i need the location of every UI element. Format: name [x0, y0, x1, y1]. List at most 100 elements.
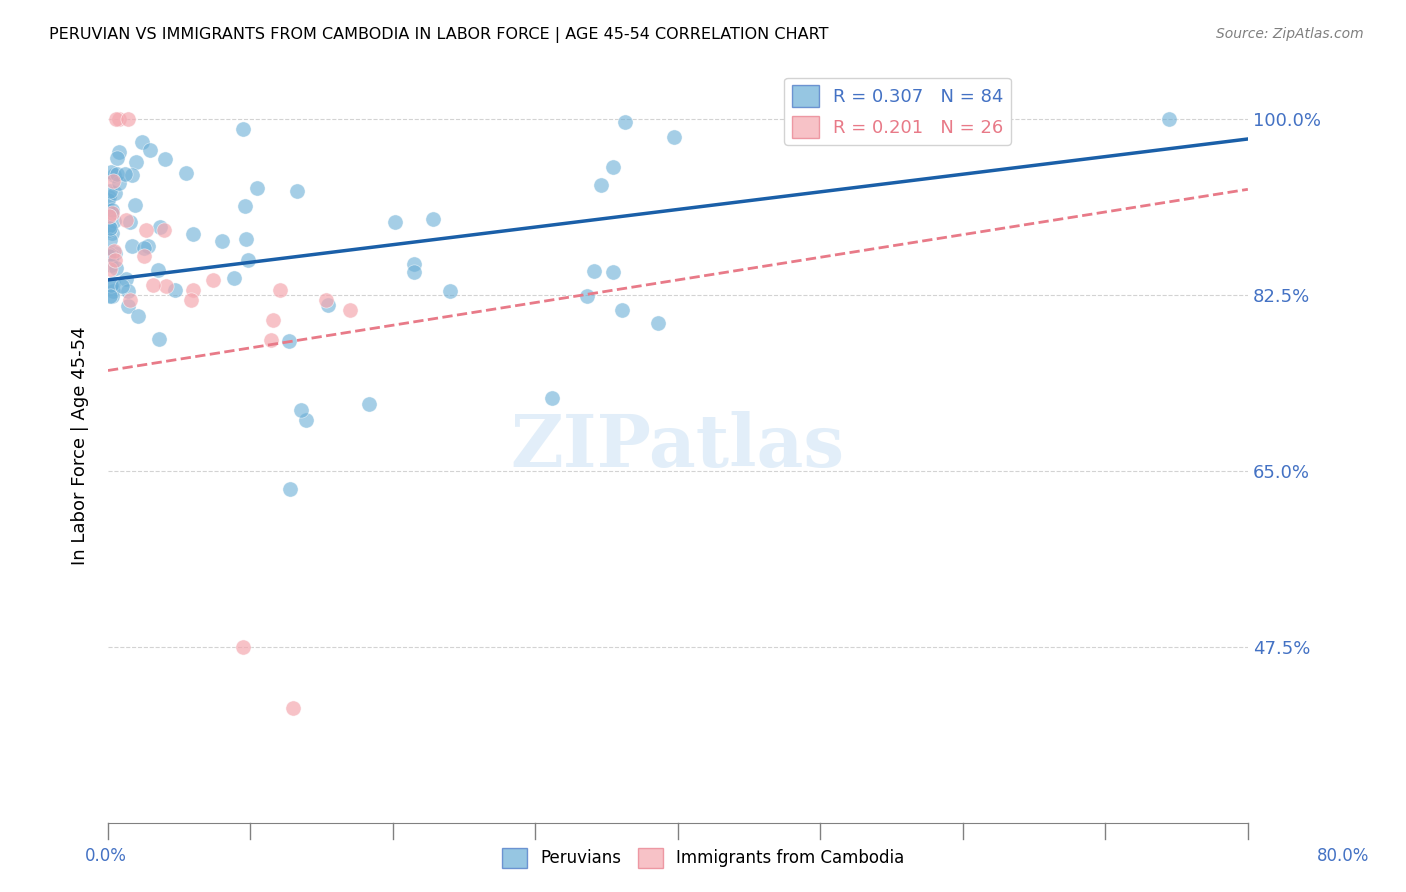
Peruvians: [124, 198, 146, 212]
Immigrants from Cambodia: [283, 700, 305, 714]
Peruvians: [101, 227, 124, 241]
Text: 80.0%: 80.0%: [1316, 847, 1369, 865]
Peruvians: [575, 289, 598, 303]
Peruvians: [1159, 112, 1181, 126]
Immigrants from Cambodia: [262, 313, 284, 327]
Peruvians: [211, 235, 233, 249]
Peruvians: [98, 233, 121, 247]
Peruvians: [121, 168, 143, 182]
Peruvians: [100, 205, 122, 219]
Peruvians: [98, 223, 121, 237]
Peruvians: [174, 166, 197, 180]
Peruvians: [101, 249, 124, 263]
Text: 0.0%: 0.0%: [84, 847, 127, 865]
Immigrants from Cambodia: [142, 278, 165, 293]
Peruvians: [610, 302, 633, 317]
Peruvians: [125, 155, 148, 169]
Immigrants from Cambodia: [118, 293, 141, 307]
Peruvians: [285, 185, 308, 199]
Immigrants from Cambodia: [155, 279, 177, 293]
Peruvians: [583, 264, 606, 278]
Immigrants from Cambodia: [339, 303, 361, 318]
Peruvians: [98, 247, 121, 261]
Immigrants from Cambodia: [115, 212, 138, 227]
Peruvians: [589, 178, 612, 192]
Immigrants from Cambodia: [232, 640, 254, 655]
Legend: Peruvians, Immigrants from Cambodia: Peruvians, Immigrants from Cambodia: [495, 841, 911, 875]
Peruvians: [117, 284, 139, 298]
Immigrants from Cambodia: [135, 223, 157, 237]
Peruvians: [647, 316, 669, 330]
Peruvians: [105, 152, 128, 166]
Immigrants from Cambodia: [202, 273, 225, 287]
Peruvians: [103, 168, 125, 182]
Peruvians: [278, 334, 301, 349]
Y-axis label: In Labor Force | Age 45-54: In Labor Force | Age 45-54: [72, 326, 89, 566]
Peruvians: [295, 413, 318, 427]
Peruvians: [602, 265, 624, 279]
Peruvians: [105, 260, 128, 275]
Peruvians: [121, 239, 143, 253]
Peruvians: [148, 332, 170, 346]
Peruvians: [98, 185, 121, 199]
Peruvians: [280, 483, 302, 497]
Immigrants from Cambodia: [180, 293, 202, 307]
Peruvians: [98, 190, 121, 204]
Peruvians: [98, 219, 121, 234]
Immigrants from Cambodia: [269, 283, 291, 297]
Peruvians: [105, 167, 128, 181]
Immigrants from Cambodia: [153, 222, 176, 236]
Immigrants from Cambodia: [117, 112, 139, 126]
Peruvians: [134, 241, 156, 255]
Peruvians: [439, 284, 461, 298]
Immigrants from Cambodia: [101, 206, 124, 220]
Peruvians: [224, 271, 246, 285]
Text: PERUVIAN VS IMMIGRANTS FROM CAMBODIA IN LABOR FORCE | AGE 45-54 CORRELATION CHAR: PERUVIAN VS IMMIGRANTS FROM CAMBODIA IN …: [49, 27, 828, 43]
Text: Source: ZipAtlas.com: Source: ZipAtlas.com: [1216, 27, 1364, 41]
Peruvians: [146, 263, 169, 277]
Immigrants from Cambodia: [101, 174, 124, 188]
Peruvians: [402, 265, 425, 279]
Immigrants from Cambodia: [98, 261, 121, 276]
Immigrants from Cambodia: [108, 112, 131, 126]
Peruvians: [139, 143, 162, 157]
Peruvians: [114, 167, 136, 181]
Peruvians: [602, 160, 624, 174]
Peruvians: [100, 165, 122, 179]
Peruvians: [246, 181, 269, 195]
Peruvians: [104, 186, 127, 200]
Immigrants from Cambodia: [132, 249, 155, 263]
Immigrants from Cambodia: [103, 244, 125, 258]
Peruvians: [541, 391, 564, 405]
Peruvians: [404, 257, 426, 271]
Immigrants from Cambodia: [104, 112, 127, 126]
Peruvians: [357, 397, 380, 411]
Peruvians: [149, 220, 172, 235]
Peruvians: [111, 279, 134, 293]
Peruvians: [100, 258, 122, 272]
Peruvians: [101, 276, 124, 290]
Peruvians: [100, 289, 122, 303]
Peruvians: [384, 214, 406, 228]
Peruvians: [98, 288, 121, 302]
Peruvians: [232, 122, 254, 136]
Peruvians: [118, 215, 141, 229]
Peruvians: [107, 145, 129, 159]
Legend: R = 0.307   N = 84, R = 0.201   N = 26: R = 0.307 N = 84, R = 0.201 N = 26: [785, 78, 1011, 145]
Peruvians: [153, 152, 176, 166]
Peruvians: [98, 221, 121, 235]
Peruvians: [97, 203, 120, 218]
Peruvians: [614, 114, 637, 128]
Peruvians: [290, 402, 312, 417]
Peruvians: [235, 232, 257, 246]
Peruvians: [422, 211, 444, 226]
Peruvians: [117, 299, 139, 313]
Peruvians: [97, 193, 120, 207]
Immigrants from Cambodia: [104, 252, 127, 267]
Peruvians: [115, 271, 138, 285]
Peruvians: [238, 252, 260, 267]
Peruvians: [104, 246, 127, 260]
Peruvians: [181, 227, 204, 242]
Immigrants from Cambodia: [315, 293, 337, 307]
Text: ZIPatlas: ZIPatlas: [510, 410, 845, 482]
